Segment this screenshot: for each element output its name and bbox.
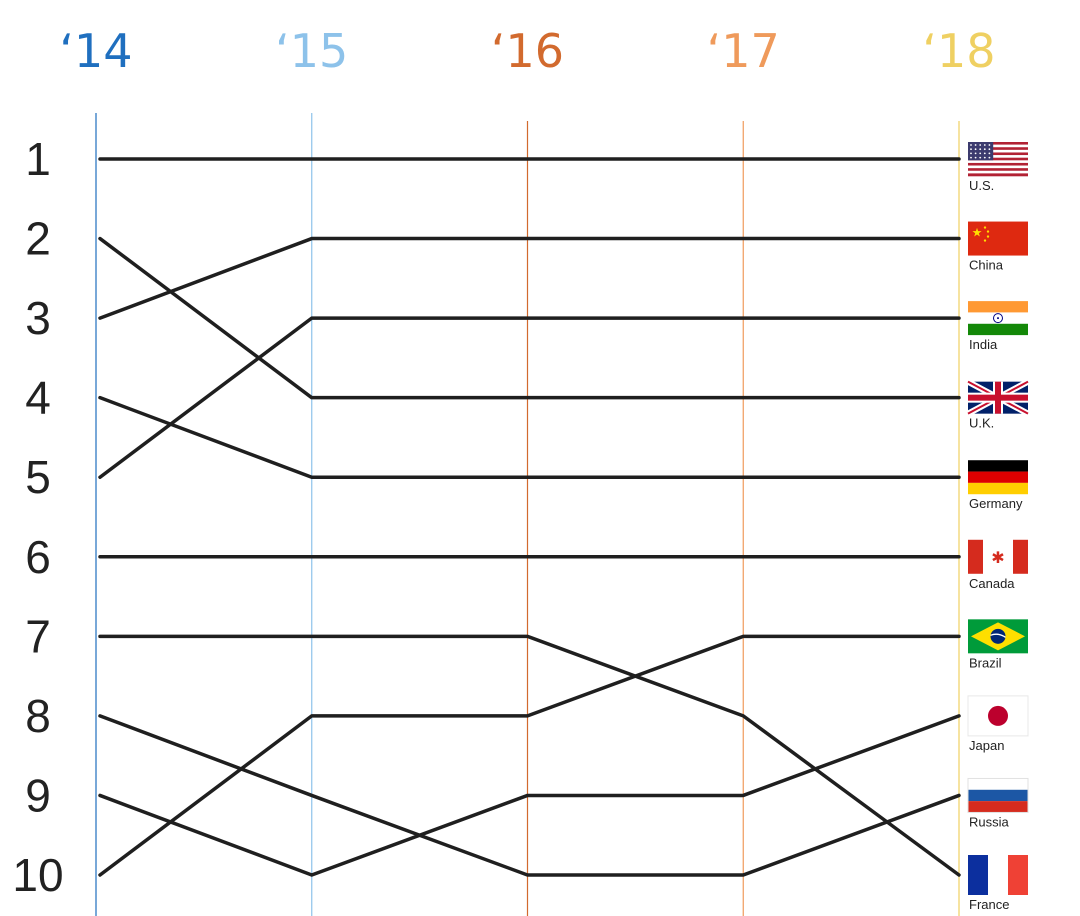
country-label: France xyxy=(969,897,1009,912)
china-flag-icon: ★ xyxy=(968,221,1028,256)
year-label: ‘16 xyxy=(491,24,564,78)
rank-label: 1 xyxy=(25,133,51,185)
legend-entry: ✱ Canada xyxy=(968,539,1028,591)
rank-label: 5 xyxy=(25,451,51,503)
series-line xyxy=(98,714,961,877)
year-label: ‘14 xyxy=(59,24,132,78)
rank-label: 10 xyxy=(12,849,63,901)
series-line xyxy=(98,634,961,877)
canada-flag-icon: ✱ xyxy=(968,539,1028,574)
rank-label: 3 xyxy=(25,292,51,344)
country-legend: U.S. ★ China India U.K. Germany ✱ Canada Brazil J… xyxy=(966,142,1030,912)
year-label: ‘17 xyxy=(707,24,780,78)
france-flag-icon xyxy=(968,855,1028,895)
country-label: Japan xyxy=(969,738,1004,753)
series-line xyxy=(98,395,961,479)
legend-entry: Japan xyxy=(967,695,1029,753)
uk-flag-icon xyxy=(966,379,1030,417)
legend-entry: U.S. xyxy=(968,142,1028,193)
year-label: ‘18 xyxy=(922,24,995,78)
legend-entry: France xyxy=(968,855,1028,912)
rank-label: 9 xyxy=(25,769,51,821)
legend-entry: U.K. xyxy=(966,379,1030,431)
us-flag-icon xyxy=(968,142,1028,177)
svg-text:✱: ✱ xyxy=(991,548,1004,567)
rank-labels: 1 2 3 4 5 6 7 8 9 10 xyxy=(12,133,63,901)
legend-entry: Brazil xyxy=(968,619,1028,670)
year-axes xyxy=(95,113,960,916)
series-line xyxy=(98,714,961,877)
country-label: China xyxy=(969,258,1004,273)
legend-entry: Germany xyxy=(968,460,1028,511)
series-line xyxy=(98,316,961,479)
rank-label: 8 xyxy=(25,690,51,742)
year-labels: ‘14 ‘15 ‘16 ‘17 ‘18 xyxy=(59,24,995,78)
country-label: U.K. xyxy=(969,416,994,431)
country-label: U.S. xyxy=(969,178,994,193)
russia-flag-icon xyxy=(967,777,1029,813)
country-label: India xyxy=(969,337,998,352)
rank-label: 2 xyxy=(25,213,51,265)
india-flag-icon xyxy=(968,301,1028,336)
country-label: Russia xyxy=(969,814,1010,829)
germany-flag-icon xyxy=(968,460,1028,495)
country-label: Germany xyxy=(969,496,1023,511)
series-line xyxy=(98,236,961,400)
legend-entry: Russia xyxy=(967,777,1029,829)
legend-entry: ★ China xyxy=(968,221,1028,273)
rank-label: 6 xyxy=(25,531,51,583)
rank-label: 7 xyxy=(25,610,51,662)
country-lines xyxy=(98,157,961,877)
svg-text:★: ★ xyxy=(972,226,983,240)
legend-entry: India xyxy=(968,301,1028,352)
series-line xyxy=(98,236,961,320)
country-label: Brazil xyxy=(969,655,1002,670)
rank-label: 4 xyxy=(25,372,51,424)
year-label: ‘15 xyxy=(275,24,348,78)
brazil-flag-icon xyxy=(968,619,1028,654)
country-label: Canada xyxy=(969,576,1015,591)
series-line xyxy=(98,634,961,877)
japan-flag-icon xyxy=(967,695,1029,737)
